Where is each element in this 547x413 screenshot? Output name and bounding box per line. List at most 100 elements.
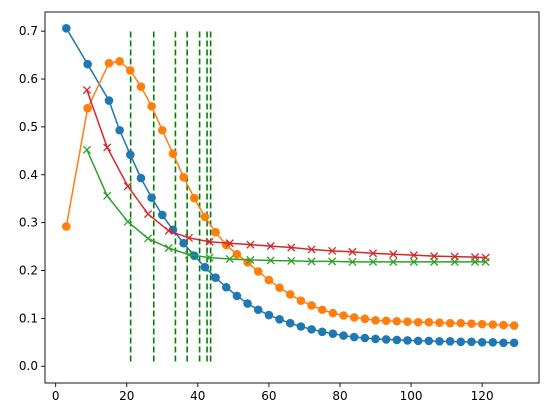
y-tick-label-3: 0.3 [19, 216, 38, 230]
series-1-point-34 [445, 318, 455, 328]
series-group [62, 23, 519, 348]
series-1-point-25 [349, 313, 359, 322]
series-0-point-38 [488, 338, 498, 347]
y-tick-label-5: 0.5 [19, 120, 38, 134]
series-3-point-0 [82, 145, 91, 154]
series-1-point-27 [371, 315, 380, 325]
series-3-point-12 [328, 257, 337, 266]
series-3-point-7 [225, 254, 234, 264]
x-tick-label-6: 120 [471, 389, 494, 403]
axes-ticks: 0 20 40 60 80 100 120 0.0 0.1 0.2 0.3 0.4 0.5 0.6 0.7 [19, 24, 494, 403]
series-0-point-40 [509, 338, 519, 348]
series-1-point-9 [179, 172, 188, 182]
series-1-point-26 [360, 314, 370, 324]
series-0-point-26 [360, 333, 370, 343]
series-1-point-37 [477, 319, 487, 329]
series-1-point-7 [157, 125, 167, 135]
series-0-point-19 [285, 318, 295, 328]
series-1-point-35 [456, 318, 466, 328]
series-1-point-31 [413, 317, 423, 327]
series-3 [82, 145, 490, 266]
series-2-point-2 [123, 182, 132, 191]
series-0-point-16 [253, 305, 263, 315]
series-0-point-5 [136, 173, 146, 183]
series-1-point-30 [403, 317, 412, 327]
x-tick-label-5: 100 [400, 389, 423, 403]
series-3-point-3 [144, 234, 153, 243]
series-0-point-33 [435, 337, 444, 346]
series-0-point-12 [211, 273, 220, 282]
series-0-point-30 [403, 336, 412, 345]
series-1-point-38 [488, 320, 498, 329]
series-0-point-22 [317, 327, 327, 337]
series-1-point-2 [104, 58, 114, 68]
y-tick-label-6: 0.6 [19, 72, 38, 86]
series-3-point-17 [430, 257, 439, 266]
y-tick-label-7: 0.7 [19, 24, 38, 38]
x-tick-label-0: 0 [52, 389, 60, 403]
axes-frame [44, 11, 540, 384]
series-0-point-18 [275, 315, 284, 324]
series-0-point-29 [392, 335, 402, 345]
x-tick-label-3: 60 [261, 389, 276, 403]
series-3-point-19 [470, 257, 480, 266]
series-0-point-23 [328, 329, 338, 338]
series-2-point-4 [164, 226, 173, 235]
series-0-point-32 [424, 336, 434, 346]
series-0-point-11 [200, 262, 210, 272]
series-3-point-14 [368, 257, 378, 266]
series-3-point-1 [103, 191, 112, 200]
series-0-point-25 [349, 332, 359, 342]
series-2-point-3 [144, 209, 153, 219]
series-1-point-29 [392, 316, 402, 326]
series-1-point-8 [168, 149, 178, 158]
series-1-point-28 [381, 316, 391, 326]
series-2 [82, 85, 490, 262]
series-2-point-8 [246, 240, 255, 249]
series-3-point-8 [246, 255, 255, 265]
series-1-point-17 [264, 275, 274, 285]
series-1-point-6 [147, 102, 156, 111]
series-2-point-16 [409, 251, 418, 260]
series-3-point-6 [205, 253, 214, 262]
series-1-point-16 [253, 267, 263, 276]
series-2-point-10 [287, 243, 296, 252]
series-0-point-6 [147, 193, 156, 203]
series-2-point-1 [103, 143, 112, 152]
series-0-point-36 [467, 337, 476, 347]
series-0-point-28 [381, 335, 391, 344]
series-1-point-12 [211, 227, 220, 237]
series-2-point-14 [368, 249, 378, 258]
series-3-point-10 [287, 256, 296, 265]
series-0-point-15 [243, 299, 252, 308]
series-0-point-31 [413, 336, 423, 346]
series-2-point-6 [205, 237, 214, 246]
series-1-point-20 [296, 296, 306, 305]
series-3-point-11 [307, 257, 316, 266]
series-1-point-33 [435, 318, 444, 327]
series-0-point-35 [456, 337, 466, 347]
series-1-point-39 [499, 320, 508, 330]
x-tick-label-2: 40 [190, 389, 205, 403]
series-1-point-19 [285, 290, 295, 299]
series-1-point-14 [232, 249, 242, 259]
series-2-point-0 [82, 85, 91, 95]
series-0-point-20 [296, 322, 306, 331]
series-0-point-3 [115, 125, 124, 135]
series-2-point-13 [348, 247, 357, 256]
series-1-point-3 [115, 57, 124, 66]
series-0-point-37 [477, 338, 487, 347]
series-1-point-21 [307, 301, 316, 310]
series-0-point-24 [339, 331, 348, 340]
series-2-point-15 [389, 250, 398, 259]
series-0-point-1 [83, 59, 92, 69]
series-1-point-32 [424, 317, 434, 327]
series-1 [62, 57, 519, 330]
series-1-point-11 [200, 212, 210, 222]
series-1-point-24 [339, 311, 348, 320]
series-1-point-23 [328, 308, 338, 318]
series-2-point-17 [430, 252, 439, 261]
y-tick-label-0: 0.0 [19, 359, 38, 373]
